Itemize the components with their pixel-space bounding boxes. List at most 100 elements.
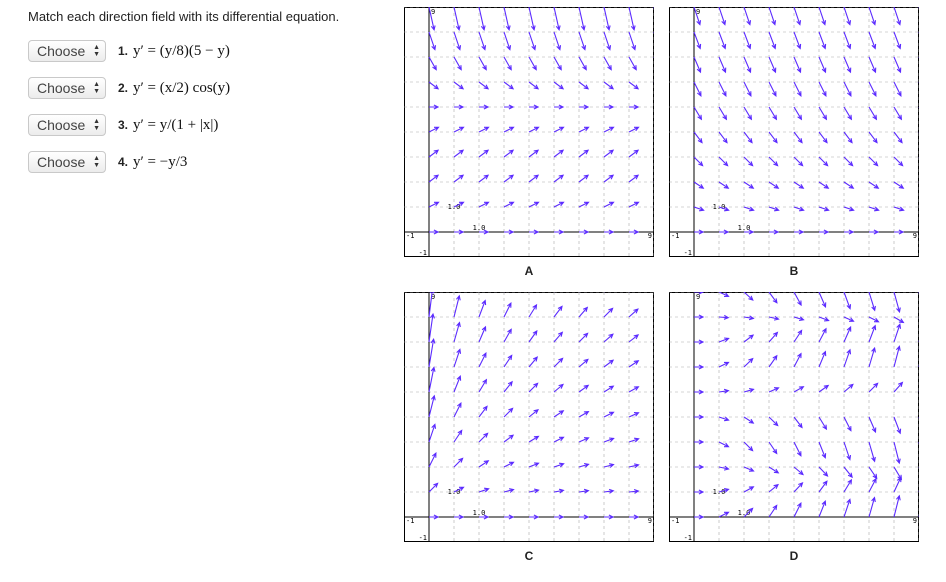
slope-arrow — [503, 56, 512, 71]
slope-arrow — [693, 156, 704, 167]
slope-arrow — [503, 201, 515, 208]
slope-arrow — [428, 292, 435, 318]
slope-arrow — [819, 229, 830, 235]
slope-arrow — [694, 339, 705, 345]
slope-arrow — [818, 500, 827, 518]
slope-arrow — [603, 488, 615, 494]
direction-field-graph-b: -1 9 9 -1 1.0 1.0 — [669, 7, 919, 257]
tick-label-center-x: 1.0 — [738, 509, 751, 517]
slope-arrow — [628, 81, 640, 90]
slope-arrow — [603, 359, 615, 368]
slope-arrow — [428, 126, 440, 133]
slope-arrow — [768, 106, 778, 121]
slope-arrow — [718, 292, 730, 297]
slope-arrow — [428, 7, 436, 32]
slope-arrow — [743, 206, 755, 212]
slope-arrow — [528, 126, 540, 133]
slope-arrow — [818, 206, 830, 212]
slope-arrow — [818, 480, 828, 493]
tick-label-y-top: 9 — [431, 293, 435, 301]
slope-arrow — [528, 303, 538, 318]
slope-arrow — [843, 348, 852, 368]
slope-arrow — [603, 31, 612, 51]
slope-arrow — [693, 131, 703, 144]
slope-arrow — [578, 81, 590, 90]
slope-arrow — [818, 384, 830, 393]
slope-arrow — [429, 514, 440, 520]
slope-arrow — [554, 229, 565, 235]
slope-arrow — [453, 402, 462, 418]
slope-arrow — [553, 149, 565, 158]
slope-arrow — [629, 229, 640, 235]
slope-arrow — [628, 386, 640, 393]
slope-arrow — [628, 488, 640, 494]
tick-label-x-max: 9 — [648, 517, 652, 525]
slope-arrow — [428, 452, 437, 468]
tick-label-y-bottom: -1 — [419, 534, 427, 542]
equation-text: y′ = y/(1 + |x|) — [133, 116, 219, 133]
answer-select-3[interactable]: Choose ▲ ▼ — [28, 114, 106, 136]
slope-arrow — [694, 414, 705, 420]
up-down-arrows-icon: ▲ ▼ — [93, 118, 100, 132]
slope-arrow — [578, 462, 590, 468]
slope-arrow — [818, 81, 827, 97]
slope-arrow — [718, 465, 730, 471]
slope-arrow — [453, 348, 462, 368]
answer-select-2[interactable]: Choose ▲ ▼ — [28, 77, 106, 99]
slope-arrow — [843, 56, 852, 74]
slope-arrow — [743, 81, 752, 97]
slope-arrow — [428, 423, 437, 443]
slope-arrow — [528, 462, 540, 468]
slope-arrow — [893, 494, 901, 518]
slope-arrow — [503, 328, 512, 343]
slope-arrow — [694, 364, 705, 370]
slope-arrow — [528, 329, 538, 343]
slope-arrow — [453, 126, 465, 133]
slope-arrow — [793, 329, 803, 343]
slope-arrow — [743, 486, 755, 493]
slope-arrow — [503, 31, 512, 51]
slope-arrow — [718, 81, 727, 97]
slope-arrow — [453, 174, 465, 183]
slope-arrow — [428, 337, 436, 368]
slope-arrow — [818, 156, 829, 167]
slope-arrow — [578, 384, 590, 393]
tick-label-x-max: 9 — [913, 517, 917, 525]
slope-arrow — [868, 292, 876, 312]
slope-arrow — [868, 466, 878, 480]
slope-arrow — [603, 307, 614, 318]
answer-select-4[interactable]: Choose ▲ ▼ — [28, 151, 106, 173]
slope-arrow — [578, 437, 590, 443]
slope-arrow — [503, 380, 513, 393]
up-down-arrows-icon: ▲ ▼ — [93, 44, 100, 58]
slope-arrow — [693, 81, 702, 97]
slope-arrow — [694, 514, 705, 520]
slope-arrow — [868, 477, 877, 493]
slope-arrow — [529, 514, 540, 520]
slope-arrow — [768, 56, 777, 74]
slope-arrow — [893, 416, 902, 435]
slope-arrow — [578, 488, 590, 494]
slope-arrow — [818, 441, 827, 459]
slope-arrow — [718, 56, 727, 74]
answer-select-1[interactable]: Choose ▲ ▼ — [28, 40, 106, 62]
slope-arrow — [718, 441, 730, 448]
select-value: Choose — [37, 80, 86, 96]
slope-arrow — [528, 356, 539, 368]
tick-label-y-top: 9 — [696, 293, 700, 301]
slope-arrow — [528, 56, 537, 71]
slope-arrow — [893, 466, 903, 481]
slope-arrow — [743, 334, 755, 343]
slope-arrow — [743, 131, 753, 144]
slope-arrow — [579, 229, 590, 235]
slope-arrow — [603, 333, 614, 343]
slope-arrow — [793, 481, 804, 493]
slope-arrow — [503, 354, 513, 368]
slope-arrow — [893, 106, 903, 121]
slope-arrow — [843, 156, 854, 167]
slope-arrow — [628, 360, 640, 368]
slope-arrow — [528, 201, 540, 208]
slope-arrow — [694, 464, 705, 470]
slope-arrow — [843, 498, 852, 518]
slope-arrow — [818, 106, 828, 121]
